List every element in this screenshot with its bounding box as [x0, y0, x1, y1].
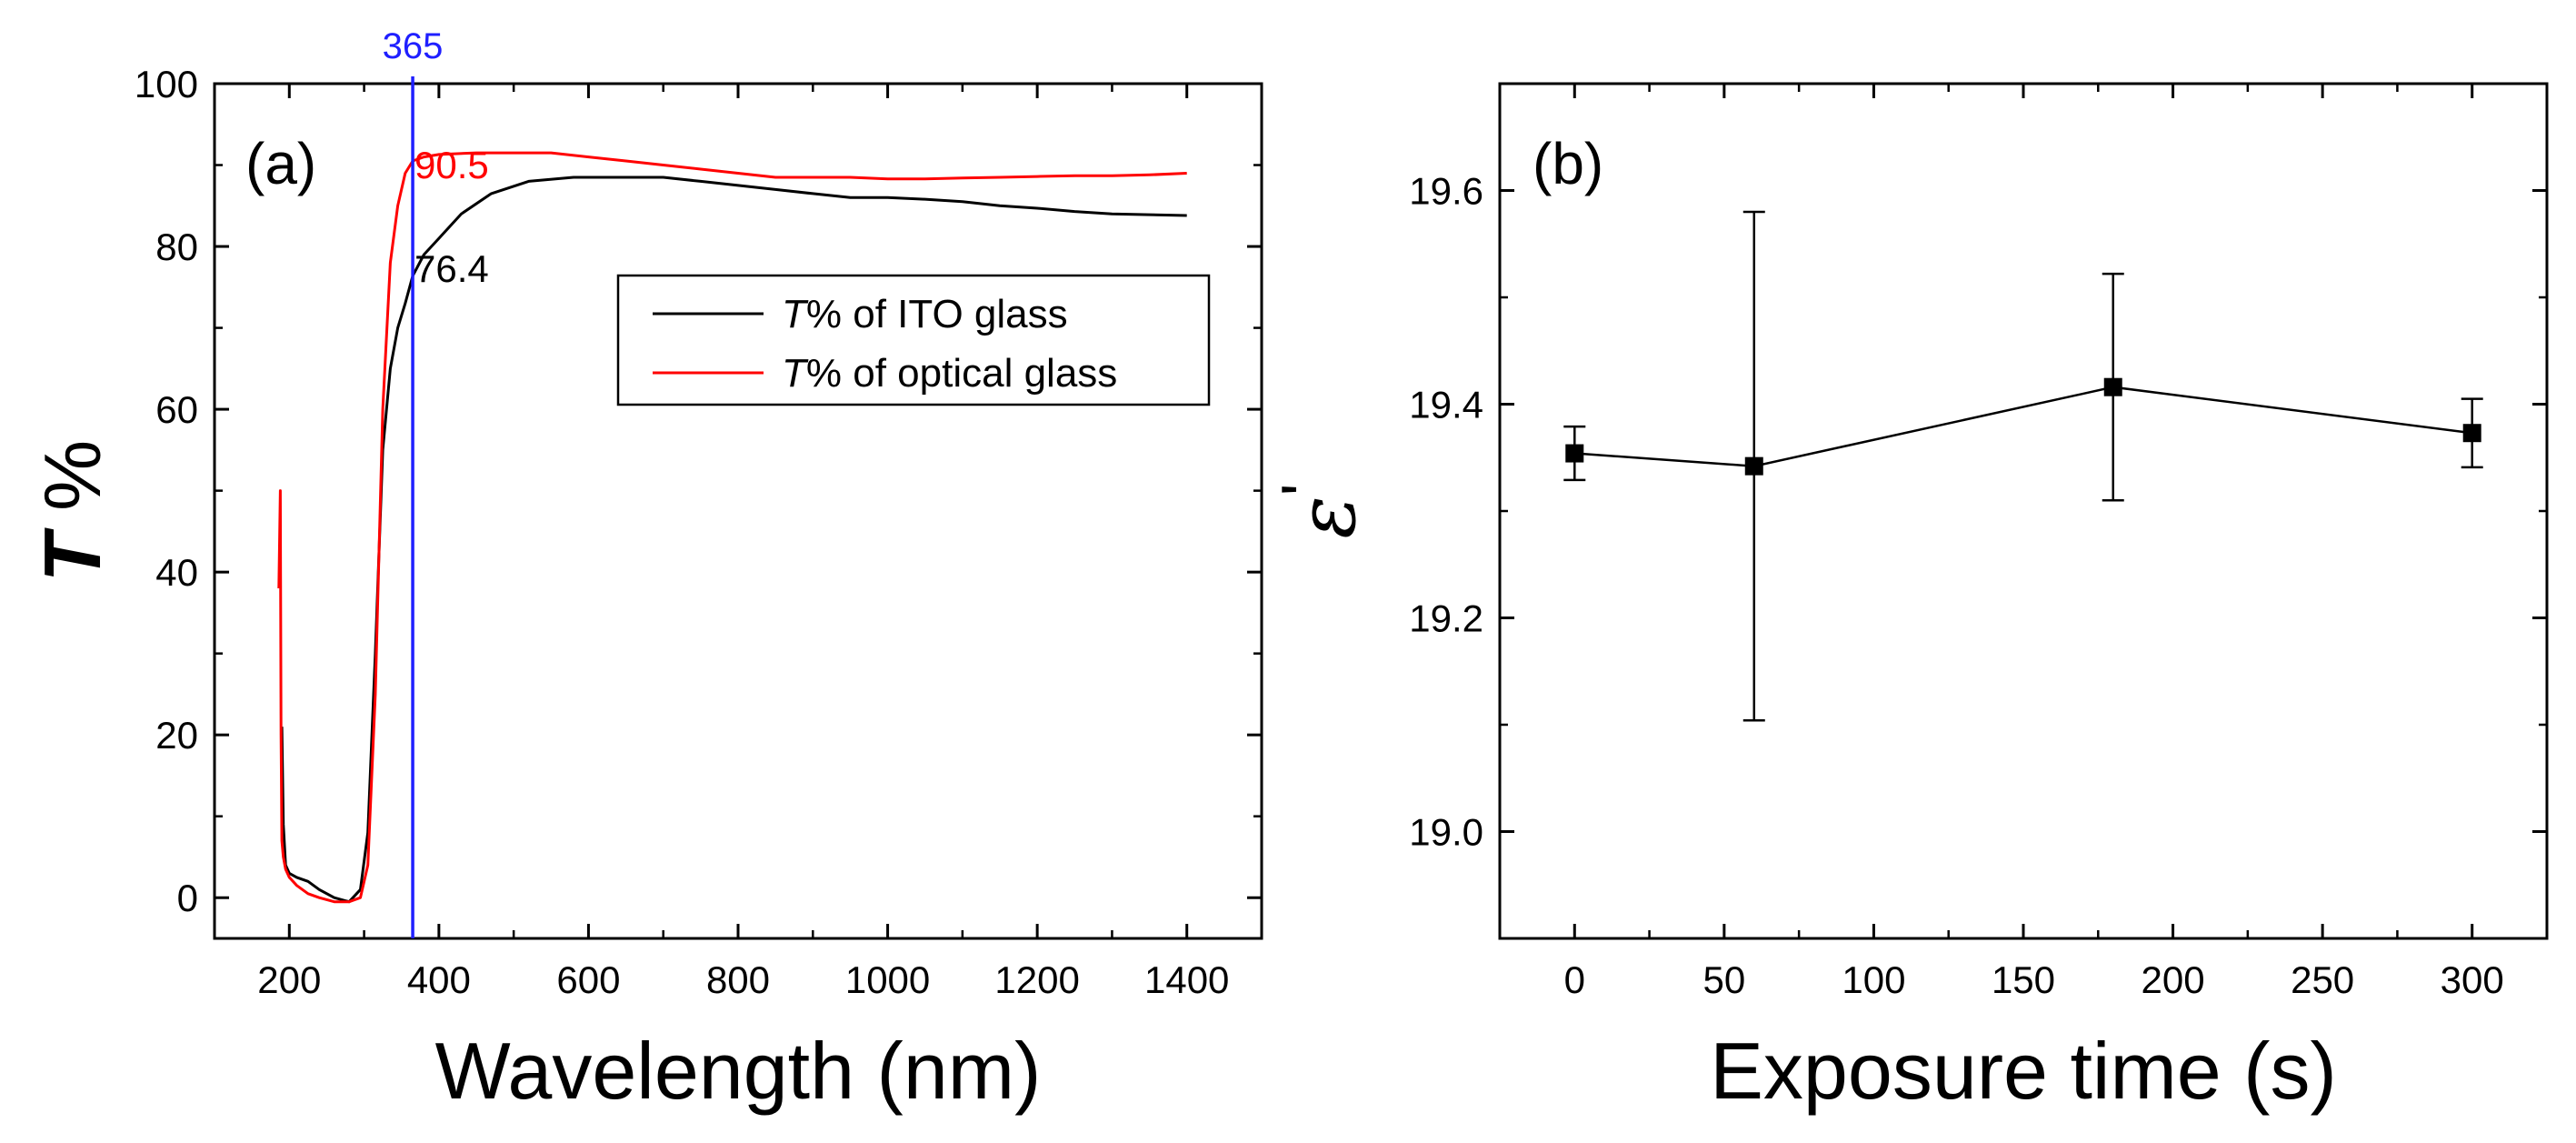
y-tick-label: 19.6	[1409, 170, 1483, 213]
panel-b-xlabel: Exposure time (s)	[1710, 1026, 2337, 1116]
y-tick-label: 80	[155, 226, 198, 268]
panel-b-frame	[1498, 82, 2549, 940]
data-point	[1744, 456, 1763, 476]
panel-a-ticks: 200 400 600 800 1000 1200 1400 0 20 40 60 80 100	[135, 63, 1262, 1001]
vline-label: 365	[383, 26, 444, 66]
x-tick-label: 1200	[994, 958, 1079, 1001]
x-tick-label: 100	[1842, 958, 1905, 1001]
data-point	[1565, 444, 1584, 463]
x-tick-label: 150	[1992, 958, 2055, 1001]
panel-a-vline-group: 365	[383, 26, 444, 938]
legend: T% of ITO glass T% of optical glass	[616, 274, 1211, 406]
y-tick-label: 100	[135, 63, 198, 105]
panel-b-label: (b)	[1533, 131, 1603, 196]
series-line-ito	[280, 175, 1187, 904]
panel-a-ylabel: T %	[27, 440, 117, 582]
x-tick-label: 600	[556, 958, 620, 1001]
x-tick-label: 50	[1702, 958, 1745, 1001]
panel-a-xlabel: Wavelength (nm)	[435, 1026, 1042, 1116]
x-tick-label: 400	[407, 958, 471, 1001]
y-tick-label: 20	[155, 714, 198, 757]
x-tick-label: 0	[1564, 958, 1585, 1001]
legend-box	[616, 274, 1211, 406]
y-tick-label: 40	[155, 551, 198, 594]
panel-a-label: (a)	[245, 131, 316, 196]
annotation-76-4: 76.4	[414, 247, 489, 290]
y-tick-label: 19.2	[1409, 597, 1483, 640]
panel-b-ticks: 0 50 100 150 200 250 300 19.0 19.2 19.4 19.6	[1409, 84, 2547, 1001]
panel-b: 0 50 100 150 200 250 300 19.0 19.2 19.4 19.6 (b) E…	[1269, 82, 2549, 1116]
series-line-epsilon	[1574, 386, 2472, 467]
annotation-90-5: 90.5	[414, 144, 489, 186]
x-tick-label: 200	[2142, 958, 2205, 1001]
x-tick-label: 250	[2291, 958, 2354, 1001]
x-tick-label: 300	[2441, 958, 2504, 1001]
legend-label-ito: T% of ITO glass	[782, 292, 1068, 336]
data-point	[2462, 424, 2481, 443]
panel-a-series	[277, 151, 1187, 904]
y-tick-label: 60	[155, 388, 198, 431]
y-tick-label: 19.4	[1409, 384, 1483, 426]
panel-a: 200 400 600 800 1000 1200 1400 0 20 40 60 80 100 365…	[27, 26, 1263, 1116]
data-point	[2103, 377, 2122, 396]
series-line-optical	[277, 151, 1187, 904]
panel-b-ylabel: ε'	[1269, 484, 1373, 539]
y-tick-label: 19.0	[1409, 811, 1483, 854]
x-tick-label: 800	[706, 958, 770, 1001]
x-tick-label: 1400	[1144, 958, 1229, 1001]
y-tick-label: 0	[177, 877, 198, 919]
legend-label-optical: T% of optical glass	[782, 351, 1117, 396]
panel-b-series	[1563, 210, 2483, 722]
x-tick-label: 200	[257, 958, 321, 1001]
x-tick-label: 1000	[845, 958, 930, 1001]
